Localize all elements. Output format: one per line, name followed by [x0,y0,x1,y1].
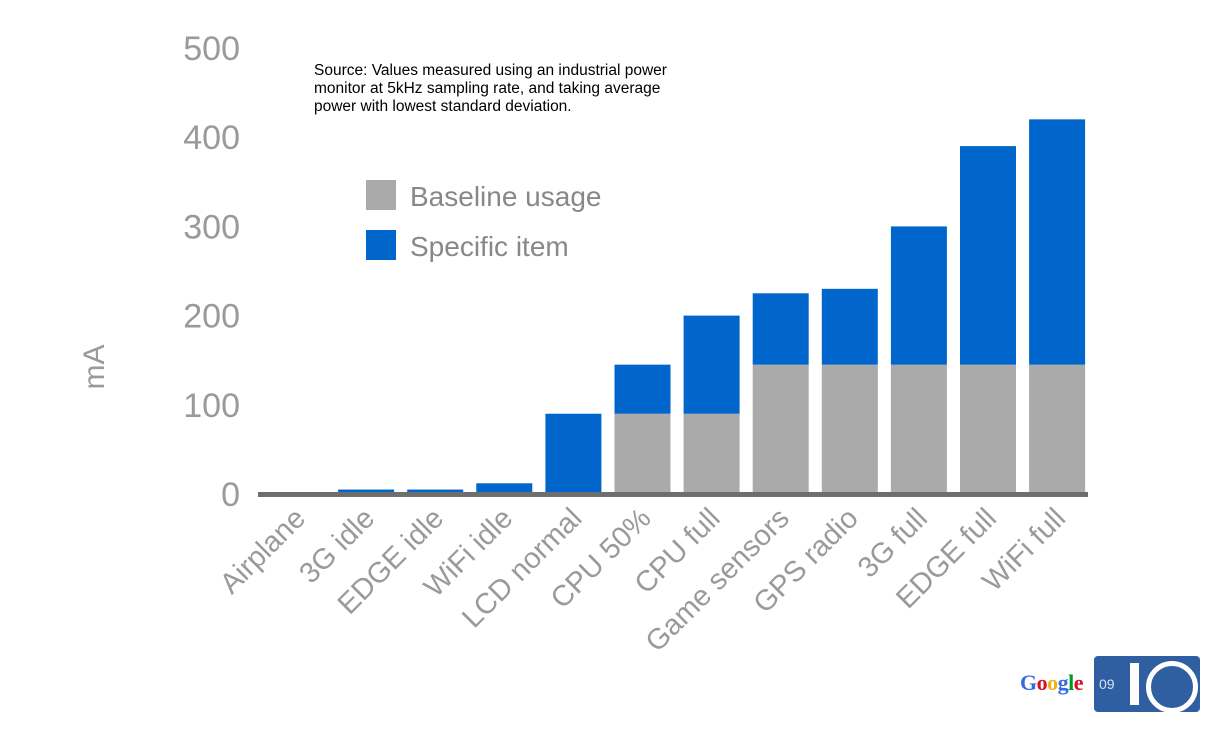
google-wordmark: Google [1020,670,1084,696]
x-category-label: Airplane [214,502,312,600]
y-tick-label: 300 [183,208,240,246]
y-axis-ticks: 0 100 200 300 400 500 [183,30,240,514]
io-badge: 09 [1094,656,1200,713]
io-letter-o [1146,661,1198,713]
source-line-1: Source: Values measured using an industr… [314,62,667,79]
google-letter: o [1036,670,1048,695]
y-axis-label: mA [78,345,111,390]
google-letter: o [1047,670,1058,695]
bar-baseline [683,413,740,494]
bar-baseline [614,413,671,494]
bar-baseline [821,364,878,494]
legend: Baseline usage Specific item [366,180,601,262]
legend-label-baseline: Baseline usage [410,181,601,212]
y-tick-label: 0 [221,476,240,514]
bar-baseline [752,364,809,494]
google-letter: e [1073,670,1084,695]
bar-specific [1029,119,1086,365]
bar-specific [407,489,464,494]
google-letter: G [1020,670,1037,695]
y-tick-label: 100 [183,387,240,425]
y-tick-label: 500 [183,30,240,68]
google-letter: l [1068,670,1074,695]
legend-swatch-specific [366,230,396,260]
google-io-logo: Google 09 [1020,654,1204,714]
x-axis-line [258,492,1088,497]
y-tick-label: 200 [183,298,240,336]
bar-specific [960,146,1016,365]
bar-specific [752,293,809,365]
io-edition: 09 [1099,676,1115,692]
bar-specific [821,288,878,365]
bar-specific [476,483,533,494]
bar-specific [545,413,602,494]
y-tick-label: 400 [183,119,240,157]
source-line-3: power with lowest standard deviation. [314,98,572,115]
source-line-2: monitor at 5kHz sampling rate, and takin… [314,80,661,97]
bar-specific [338,489,395,494]
legend-swatch-baseline [366,180,396,210]
io-letter-i [1130,663,1139,705]
bar-specific [683,315,740,414]
google-letter: g [1057,670,1069,695]
bar-baseline [1029,364,1086,494]
bars [269,119,1086,494]
bar-baseline [890,364,947,494]
legend-label-specific: Specific item [410,231,569,262]
source-annotation: Source: Values measured using an industr… [314,62,744,116]
bar-baseline [960,364,1016,494]
bar-specific [614,364,671,414]
bar-specific [890,226,947,365]
